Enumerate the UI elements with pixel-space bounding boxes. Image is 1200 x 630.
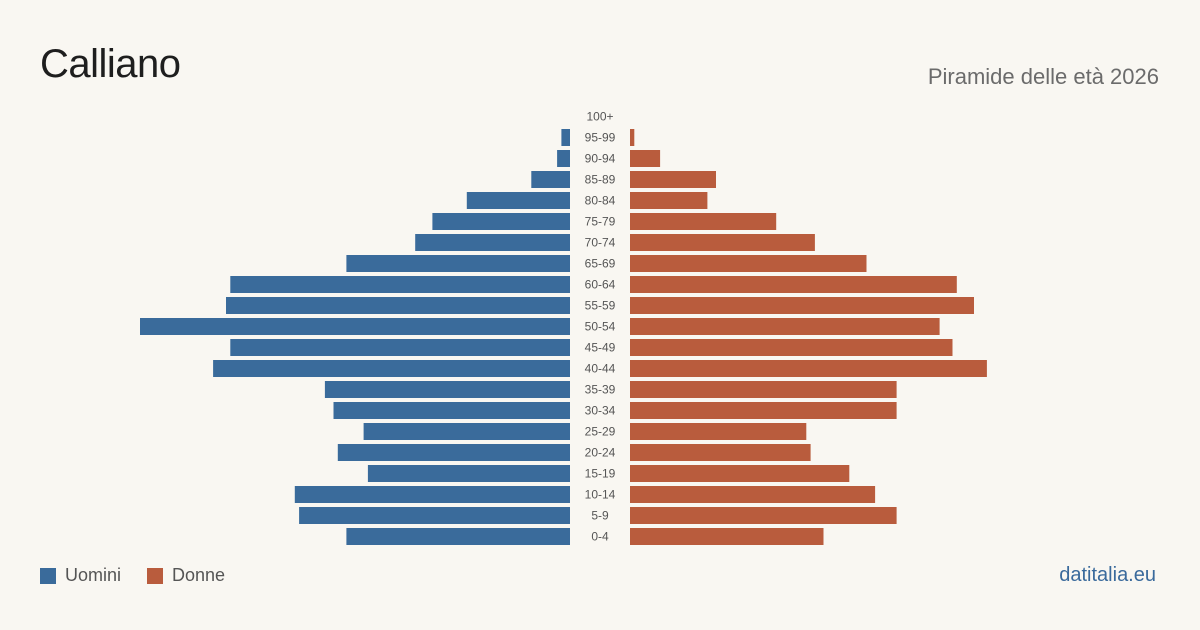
bar-men-40-44 <box>213 360 570 377</box>
legend-label-men: Uomini <box>65 565 122 585</box>
bar-men-95-99 <box>561 129 570 146</box>
bar-men-50-54 <box>140 318 570 335</box>
bar-women-45-49 <box>630 339 953 356</box>
age-label-85-89: 85-89 <box>585 173 616 187</box>
age-label-75-79: 75-79 <box>585 215 616 229</box>
age-label-80-84: 80-84 <box>585 194 616 208</box>
legend-item-women: Donne <box>147 565 225 586</box>
bar-women-85-89 <box>630 171 716 188</box>
bar-men-45-49 <box>230 339 571 356</box>
age-label-100plus: 100+ <box>586 110 613 124</box>
page-title: Calliano <box>40 42 181 86</box>
bar-women-75-79 <box>630 213 777 230</box>
age-label-90-94: 90-94 <box>585 152 616 166</box>
bar-women-50-54 <box>630 318 940 335</box>
bar-women-25-29 <box>630 423 807 440</box>
bar-men-10-14 <box>294 486 570 503</box>
legend-swatch-men <box>40 567 56 584</box>
age-label-15-19: 15-19 <box>585 467 616 481</box>
bar-women-15-19 <box>630 465 850 482</box>
bar-women-40-44 <box>630 360 987 377</box>
legend-swatch-women <box>147 567 164 584</box>
bar-men-85-89 <box>531 171 570 188</box>
bar-men-70-74 <box>415 234 570 251</box>
bar-women-10-14 <box>630 486 876 503</box>
bar-men-35-39 <box>324 381 570 398</box>
bar-women-55-59 <box>630 297 974 314</box>
bar-men-80-84 <box>466 192 570 209</box>
age-label-30-34: 30-34 <box>585 404 616 418</box>
bar-men-0-4 <box>346 528 570 545</box>
age-label-5-9: 5-9 <box>591 509 609 523</box>
legend-item-men: Uomini <box>40 565 121 586</box>
legend: Uomini Donne <box>40 565 251 586</box>
bar-women-30-34 <box>630 402 897 419</box>
age-label-60-64: 60-64 <box>585 278 616 292</box>
bar-men-75-79 <box>432 213 570 230</box>
bar-women-60-64 <box>630 276 957 293</box>
age-label-70-74: 70-74 <box>585 236 616 250</box>
bar-men-60-64 <box>230 276 571 293</box>
bar-men-90-94 <box>557 150 570 167</box>
bar-men-20-24 <box>337 444 570 461</box>
bar-men-15-19 <box>367 465 570 482</box>
age-label-35-39: 35-39 <box>585 383 616 397</box>
age-label-10-14: 10-14 <box>585 488 616 502</box>
age-label-20-24: 20-24 <box>585 446 616 460</box>
age-label-50-54: 50-54 <box>585 320 616 334</box>
bar-women-5-9 <box>630 507 897 524</box>
bar-women-65-69 <box>630 255 867 272</box>
bar-men-55-59 <box>226 297 570 314</box>
bar-men-65-69 <box>346 255 570 272</box>
bar-women-90-94 <box>630 150 661 167</box>
age-label-45-49: 45-49 <box>585 341 616 355</box>
legend-label-women: Donne <box>172 565 226 585</box>
bar-women-95-99 <box>630 129 635 146</box>
bar-men-30-34 <box>333 402 570 419</box>
bar-women-80-84 <box>630 192 708 209</box>
bar-men-5-9 <box>299 507 570 524</box>
chart-subtitle: Piramide delle età 2026 <box>927 64 1159 89</box>
bar-men-25-29 <box>363 423 570 440</box>
bar-women-0-4 <box>630 528 824 545</box>
age-label-40-44: 40-44 <box>585 362 616 376</box>
age-label-25-29: 25-29 <box>585 425 616 439</box>
age-label-0-4: 0-4 <box>591 530 609 544</box>
age-label-95-99: 95-99 <box>585 131 616 145</box>
bar-women-20-24 <box>630 444 811 461</box>
age-label-55-59: 55-59 <box>585 299 616 313</box>
age-label-65-69: 65-69 <box>585 257 616 271</box>
brand-link[interactable]: datitalia.eu <box>1059 564 1156 586</box>
bar-women-35-39 <box>630 381 897 398</box>
bar-women-70-74 <box>630 234 815 251</box>
